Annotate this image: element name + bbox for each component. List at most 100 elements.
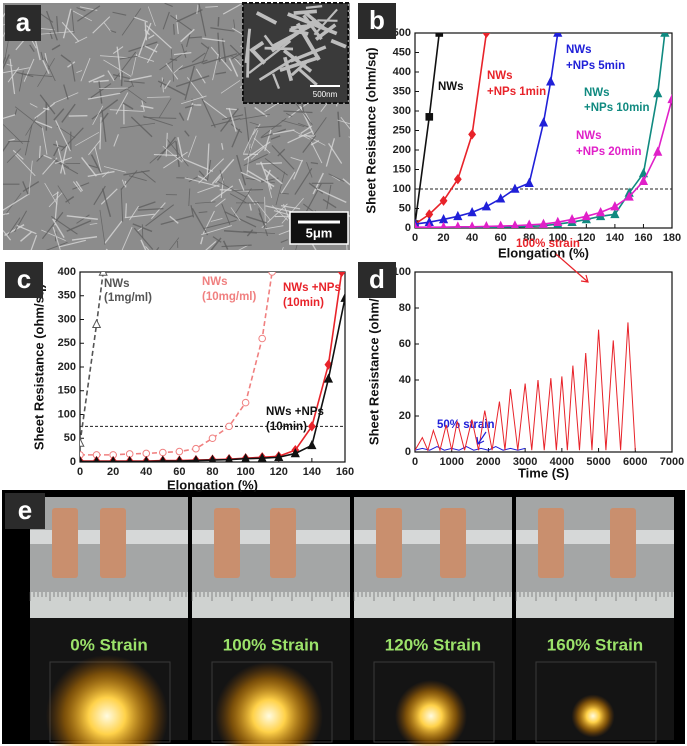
- marker: [483, 202, 491, 210]
- series-label: NWs: [566, 44, 592, 56]
- scale-text: 5μm: [306, 225, 333, 240]
- x-tick-label: 20: [107, 466, 119, 478]
- marker: [176, 448, 183, 455]
- series-line: [415, 33, 486, 224]
- y-tick-label: 60: [399, 338, 411, 350]
- x-tick-label: 2000: [476, 456, 500, 468]
- y-axis-label: Sheet Resistance (ohm/sq): [31, 284, 46, 450]
- marker: [259, 335, 266, 342]
- electrode: [52, 508, 78, 578]
- series-label: +NPs 10min: [584, 102, 650, 114]
- marker: [341, 294, 349, 302]
- y-tick-label: 350: [58, 290, 76, 302]
- series-label: (1mg/ml): [104, 292, 152, 304]
- marker: [654, 89, 662, 97]
- series-label: NWs: [202, 276, 228, 288]
- series-line: [415, 33, 439, 224]
- marker: [308, 441, 316, 449]
- x-tick-label: 7000: [660, 456, 684, 468]
- plot-frame: [415, 33, 672, 228]
- x-tick-label: 5000: [586, 456, 610, 468]
- y-tick-label: 450: [393, 46, 411, 58]
- y-tick-label: 300: [393, 105, 411, 117]
- x-tick-label: 0: [412, 232, 418, 244]
- marker: [143, 450, 150, 457]
- electrode: [214, 508, 240, 578]
- y-tick-label: 250: [58, 337, 76, 349]
- series-label: NWs: [438, 81, 464, 93]
- x-tick-label: 0: [77, 466, 83, 478]
- marker: [525, 179, 533, 187]
- y-tick-label: 100: [58, 408, 76, 420]
- y-axis-label: Sheet Resistance (ohm/sq): [366, 279, 381, 445]
- marker: [654, 148, 662, 156]
- marker: [226, 423, 233, 430]
- nanowire: [126, 203, 127, 217]
- y-tick-label: 100: [393, 183, 411, 195]
- x-tick-label: 80: [206, 466, 218, 478]
- nanowire: [218, 17, 219, 26]
- inset-wire: [248, 40, 249, 77]
- marker: [338, 268, 345, 277]
- photo-caption: 0% Strain: [70, 635, 147, 654]
- x-tick-label: 140: [303, 466, 321, 478]
- series-label: (10mg/ml): [202, 291, 256, 303]
- y-tick-label: 150: [58, 385, 76, 397]
- y-tick-label: 350: [393, 85, 411, 97]
- x-tick-label: 60: [173, 466, 185, 478]
- y-tick-label: 40: [399, 374, 411, 386]
- series-label: +NPs 1min: [487, 86, 546, 98]
- series-label: NWs: [487, 70, 513, 82]
- x-tick-label: 6000: [623, 456, 647, 468]
- electrode: [270, 508, 296, 578]
- x-tick-label: 160: [336, 466, 354, 478]
- series-label: NWs: [584, 87, 610, 99]
- series-label: NWs +NPs: [283, 282, 341, 294]
- inset-scale-text: 500nm: [313, 90, 338, 99]
- x-tick-label: 120: [270, 466, 288, 478]
- marker: [668, 95, 676, 103]
- x-tick-label: 0: [412, 456, 418, 468]
- series-label: +NPs 20min: [576, 146, 642, 158]
- y-tick-label: 200: [58, 361, 76, 373]
- series-line: [415, 447, 525, 451]
- electrode: [440, 508, 466, 578]
- marker: [426, 114, 433, 121]
- series-line: [80, 272, 103, 443]
- y-tick-label: 200: [393, 144, 411, 156]
- x-tick-label: 1000: [439, 456, 463, 468]
- y-tick-label: 300: [58, 313, 76, 325]
- series-label: +NPs 5min: [566, 60, 625, 72]
- nanowire: [106, 249, 124, 264]
- led-glow: [571, 694, 614, 737]
- marker: [547, 77, 555, 85]
- marker: [469, 130, 476, 139]
- electrode: [376, 508, 402, 578]
- series-label: 100% strain: [516, 238, 580, 250]
- marker: [540, 118, 548, 126]
- electrode: [538, 508, 564, 578]
- y-axis-label: Sheet Resistance (ohm/sq): [363, 47, 378, 213]
- panel-label: a: [16, 7, 31, 37]
- x-tick-label: 20: [437, 232, 449, 244]
- y-tick-label: 80: [399, 302, 411, 314]
- marker: [242, 399, 249, 406]
- series-label: (10min): [283, 297, 324, 309]
- nanowire: [122, 73, 123, 87]
- figure: 500nm 5μm a 0% Strain 100% Strain 120% Str…: [0, 0, 687, 746]
- marker: [193, 445, 200, 452]
- y-tick-label: 250: [393, 124, 411, 136]
- y-tick-label: 50: [64, 432, 76, 444]
- photo-caption: 100% Strain: [223, 635, 319, 654]
- electrode: [610, 508, 636, 578]
- series-label: NWs: [104, 278, 130, 290]
- marker: [269, 269, 276, 276]
- x-tick-label: 60: [495, 232, 507, 244]
- y-tick-label: 400: [58, 266, 76, 278]
- photo-caption: 120% Strain: [385, 635, 481, 654]
- panel-label: b: [369, 5, 385, 35]
- panel-label: c: [17, 264, 31, 294]
- x-axis-label: Elongation (%): [167, 477, 258, 492]
- inset-wire: [294, 11, 317, 13]
- nanowire: [174, 24, 175, 35]
